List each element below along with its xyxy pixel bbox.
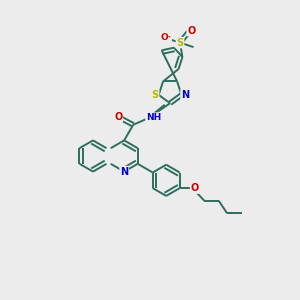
- Text: S: S: [152, 90, 159, 100]
- Text: O: O: [190, 183, 199, 193]
- Text: S: S: [176, 38, 184, 48]
- Text: N: N: [120, 167, 128, 177]
- Text: O·: O·: [160, 33, 171, 42]
- Text: NH: NH: [146, 113, 161, 122]
- Text: O: O: [187, 26, 196, 36]
- Text: N: N: [181, 90, 189, 100]
- Text: O: O: [114, 112, 122, 122]
